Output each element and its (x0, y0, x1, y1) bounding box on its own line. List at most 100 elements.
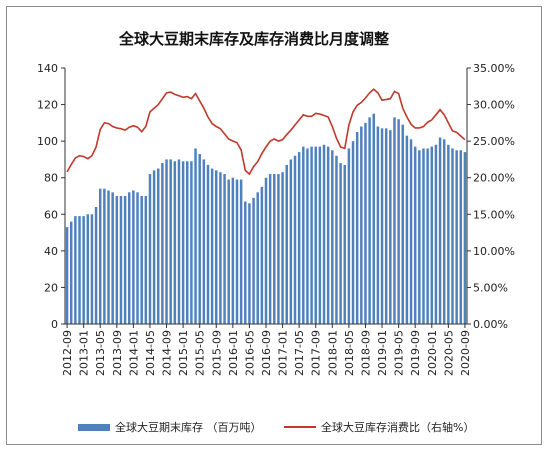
bar (202, 159, 206, 324)
bar (219, 172, 222, 324)
bar (157, 168, 160, 324)
bar (210, 168, 214, 324)
bar (115, 196, 119, 324)
bar (277, 174, 280, 324)
bar (65, 227, 69, 324)
bar (459, 150, 463, 324)
bar (82, 216, 85, 324)
x-tick-label: 2017-05 (293, 330, 306, 376)
x-tick-label: 2020-05 (442, 330, 455, 376)
bar (198, 153, 201, 324)
bar (177, 159, 181, 324)
bar (86, 214, 90, 324)
bar (119, 196, 123, 324)
right-tick-label: 30.00% (473, 99, 515, 112)
x-tick-label: 2013-05 (94, 330, 107, 376)
legend-bar-label: 全球大豆期末库存 （百万吨） (115, 420, 262, 434)
x-tick-label: 2020-01 (426, 330, 439, 376)
x-tick-label: 2013-09 (111, 330, 124, 376)
left-tick-label: 20 (44, 281, 58, 294)
bar (389, 130, 392, 324)
bar (451, 148, 454, 324)
x-tick-label: 2014-09 (161, 330, 174, 376)
right-tick-label: 5.00% (473, 281, 508, 294)
bar (418, 150, 421, 324)
bar (103, 188, 106, 324)
bar (413, 146, 417, 324)
bar (165, 159, 168, 324)
bar (264, 177, 268, 324)
bar (430, 146, 434, 324)
bar (260, 186, 264, 324)
bar (190, 161, 193, 324)
right-tick-label: 0.00% (473, 318, 508, 331)
bar (438, 137, 442, 324)
x-tick-label: 2019-01 (376, 330, 389, 376)
bar (347, 148, 351, 324)
bar (289, 159, 293, 324)
chart-title: 全球大豆期末库存及库存消费比月度调整 (118, 30, 389, 48)
bar (252, 197, 255, 324)
bar (302, 146, 305, 324)
bar (384, 128, 388, 324)
legend-bar-swatch (78, 424, 110, 431)
bar (360, 126, 363, 324)
x-tick-label: 2016-05 (243, 330, 256, 376)
x-tick-label: 2017-09 (310, 330, 323, 376)
bar (306, 148, 309, 324)
bar (343, 164, 346, 324)
bar (123, 196, 127, 324)
bar (401, 124, 405, 324)
bar (268, 174, 272, 324)
x-tick-label: 2015-05 (194, 330, 207, 376)
x-tick-label: 2018-05 (343, 330, 356, 376)
bar (409, 139, 413, 324)
x-tick-label: 2014-01 (127, 330, 140, 376)
bar (90, 214, 94, 324)
bar (256, 192, 259, 324)
bar (293, 155, 297, 324)
left-tick-label: 0 (51, 318, 58, 331)
right-tick-label: 20.00% (473, 172, 515, 185)
bar (318, 146, 322, 324)
bar (447, 144, 450, 324)
ratio-line (66, 88, 466, 176)
legend: 全球大豆期末库存 （百万吨） 全球大豆库存消费比（右轴%） (78, 420, 474, 434)
bar (78, 216, 81, 324)
x-tick-label: 2016-01 (227, 330, 240, 376)
right-axis-ticks: 0.00% 5.00% 10.00% 15.00% 20.00% 25.00% 30.00%… (467, 62, 515, 331)
bar (181, 161, 185, 324)
bar (111, 192, 114, 324)
bar (281, 172, 284, 324)
bar (405, 135, 409, 324)
bar (426, 148, 429, 324)
bar (322, 144, 326, 324)
bar (132, 190, 135, 324)
left-axis-ticks: 0 20 40 60 80 100 120 140 (37, 62, 65, 331)
bar (351, 141, 355, 324)
left-tick-label: 120 (37, 99, 58, 112)
bar (314, 146, 317, 324)
bar (227, 179, 230, 324)
bar (376, 126, 380, 324)
bar (148, 174, 152, 324)
bar (248, 203, 251, 324)
x-tick-label: 2012-09 (61, 330, 74, 376)
bar (331, 150, 334, 324)
right-tick-label: 35.00% (473, 62, 515, 75)
bar (434, 144, 438, 324)
bar (144, 196, 148, 324)
x-tick-label: 2017-01 (277, 330, 290, 376)
stock-bars (65, 113, 467, 325)
bar (355, 132, 359, 324)
bar (335, 155, 338, 324)
bar (297, 152, 301, 324)
bar (215, 170, 218, 324)
right-tick-label: 15.00% (473, 208, 515, 221)
bar (364, 122, 367, 324)
left-tick-label: 100 (37, 135, 58, 148)
bar (339, 163, 342, 324)
bar (463, 152, 467, 324)
bar (393, 117, 396, 325)
